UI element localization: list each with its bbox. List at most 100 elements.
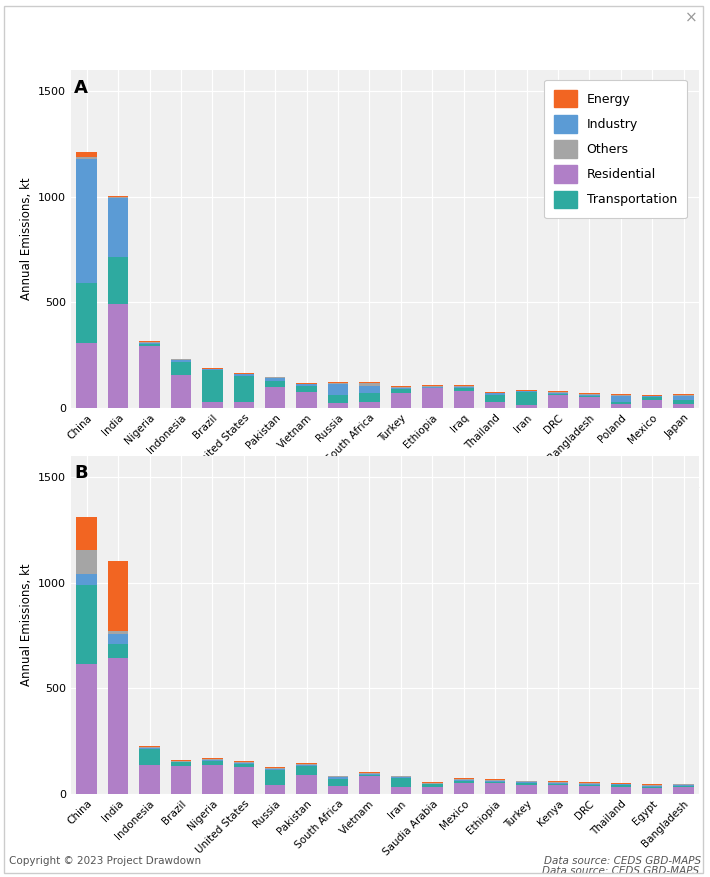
Bar (391, 778, 411, 787)
Bar (642, 400, 662, 408)
Text: B: B (74, 465, 88, 482)
Bar (547, 785, 568, 794)
Bar (234, 376, 254, 402)
Bar (422, 787, 442, 794)
Bar (265, 387, 285, 408)
Bar (296, 384, 317, 386)
Bar (265, 381, 285, 387)
Bar (454, 782, 474, 794)
Bar (108, 645, 129, 658)
Bar (170, 766, 191, 794)
Bar (391, 787, 411, 794)
Bar (296, 766, 317, 775)
Bar (234, 764, 254, 767)
Bar (139, 749, 160, 765)
Bar (359, 774, 380, 776)
Text: Data source: CEDS GBD-MAPS: Data source: CEDS GBD-MAPS (542, 866, 699, 876)
Legend: Energy, Industry, Others, Residential, Transportation: Energy, Industry, Others, Residential, T… (544, 80, 687, 218)
Bar (296, 775, 317, 794)
Text: Copyright © 2023 Project Drawdown: Copyright © 2023 Project Drawdown (9, 857, 201, 866)
Bar (77, 574, 97, 585)
Bar (139, 765, 160, 794)
Bar (234, 374, 254, 376)
Bar (485, 782, 506, 794)
Bar (139, 344, 160, 346)
Bar (454, 781, 474, 782)
Bar (391, 389, 411, 393)
Bar (77, 159, 97, 283)
Bar (516, 405, 537, 408)
Bar (296, 765, 317, 766)
Bar (359, 776, 380, 794)
Bar (296, 386, 317, 392)
Bar (296, 392, 317, 408)
Bar (170, 360, 191, 362)
Bar (611, 403, 631, 404)
Bar (673, 400, 694, 404)
Bar (611, 404, 631, 408)
Bar (359, 383, 380, 386)
Bar (170, 375, 191, 408)
Bar (77, 664, 97, 794)
Bar (485, 396, 506, 402)
Bar (328, 777, 349, 779)
Bar (328, 779, 349, 786)
Bar (359, 393, 380, 402)
Bar (139, 346, 160, 408)
Bar (77, 585, 97, 664)
Bar (108, 257, 129, 304)
Bar (359, 402, 380, 408)
Bar (234, 767, 254, 794)
Bar (642, 397, 662, 400)
Bar (422, 784, 442, 787)
Bar (611, 787, 631, 794)
Bar (422, 389, 442, 408)
Bar (234, 402, 254, 408)
Bar (516, 783, 537, 785)
Bar (77, 157, 97, 159)
Bar (642, 788, 662, 794)
Bar (202, 760, 223, 765)
Bar (108, 658, 129, 794)
Text: A: A (74, 79, 88, 96)
Text: Data source: PKU-FUEL: Data source: PKU-FUEL (579, 480, 699, 490)
Bar (485, 394, 506, 396)
Bar (454, 388, 474, 390)
Bar (77, 283, 97, 344)
Bar (108, 198, 129, 257)
Bar (108, 633, 129, 645)
Bar (108, 631, 129, 633)
Bar (77, 344, 97, 408)
Bar (202, 402, 223, 408)
Bar (359, 386, 380, 393)
Bar (454, 390, 474, 408)
Bar (673, 787, 694, 794)
Bar (202, 765, 223, 794)
Text: Data source: CEDS GBD-MAPS: Data source: CEDS GBD-MAPS (545, 857, 701, 866)
Bar (611, 396, 631, 403)
Bar (391, 393, 411, 408)
Text: ×: × (684, 11, 697, 25)
Bar (516, 392, 537, 405)
Bar (265, 770, 285, 785)
Bar (108, 561, 129, 631)
Bar (265, 378, 285, 381)
Bar (265, 785, 285, 794)
Bar (328, 786, 349, 794)
Bar (77, 517, 97, 550)
Bar (170, 362, 191, 375)
Bar (579, 396, 600, 408)
Bar (673, 396, 694, 400)
Bar (202, 370, 223, 402)
Y-axis label: Annual Emissions, kt: Annual Emissions, kt (20, 178, 33, 300)
Bar (485, 402, 506, 408)
Y-axis label: Annual Emissions, kt: Annual Emissions, kt (20, 564, 33, 686)
Bar (328, 396, 349, 403)
Bar (516, 785, 537, 794)
Bar (328, 384, 349, 396)
Bar (77, 550, 97, 574)
Bar (547, 395, 568, 408)
Bar (139, 748, 160, 749)
Bar (170, 762, 191, 766)
Bar (328, 403, 349, 408)
